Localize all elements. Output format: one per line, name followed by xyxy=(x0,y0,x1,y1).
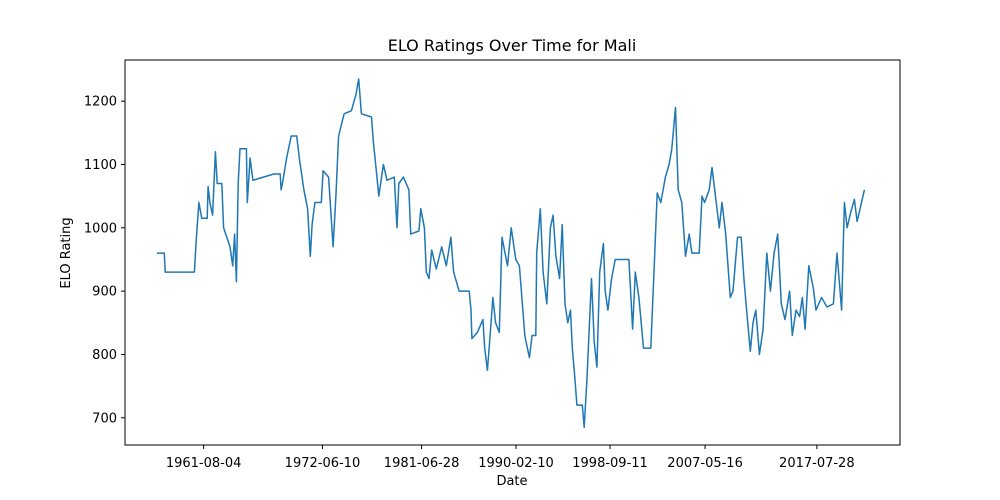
y-tick-label: 1200 xyxy=(84,95,117,110)
plot-frame xyxy=(124,59,901,446)
x-tick-label: 2017-07-28 xyxy=(779,456,855,471)
y-tick-label: 700 xyxy=(92,411,117,426)
x-tick-label: 1961-08-04 xyxy=(166,456,242,471)
y-tick-label: 800 xyxy=(92,348,117,363)
x-tick-label: 1990-02-10 xyxy=(478,456,554,471)
chart-title: ELO Ratings Over Time for Mali xyxy=(388,36,637,55)
x-tick-label: 2007-05-16 xyxy=(667,456,743,471)
y-axis-label: ELO Rating xyxy=(59,217,74,288)
x-tick-label: 1998-09-11 xyxy=(572,456,648,471)
y-tick-label: 1000 xyxy=(84,221,117,236)
x-axis-label: Date xyxy=(496,474,527,489)
x-tick-label: 1981-06-28 xyxy=(384,456,460,471)
y-tick-label: 900 xyxy=(92,285,117,300)
x-tick-label: 1972-06-10 xyxy=(285,456,361,471)
data-line xyxy=(156,78,866,429)
y-tick-label: 1100 xyxy=(84,158,117,173)
